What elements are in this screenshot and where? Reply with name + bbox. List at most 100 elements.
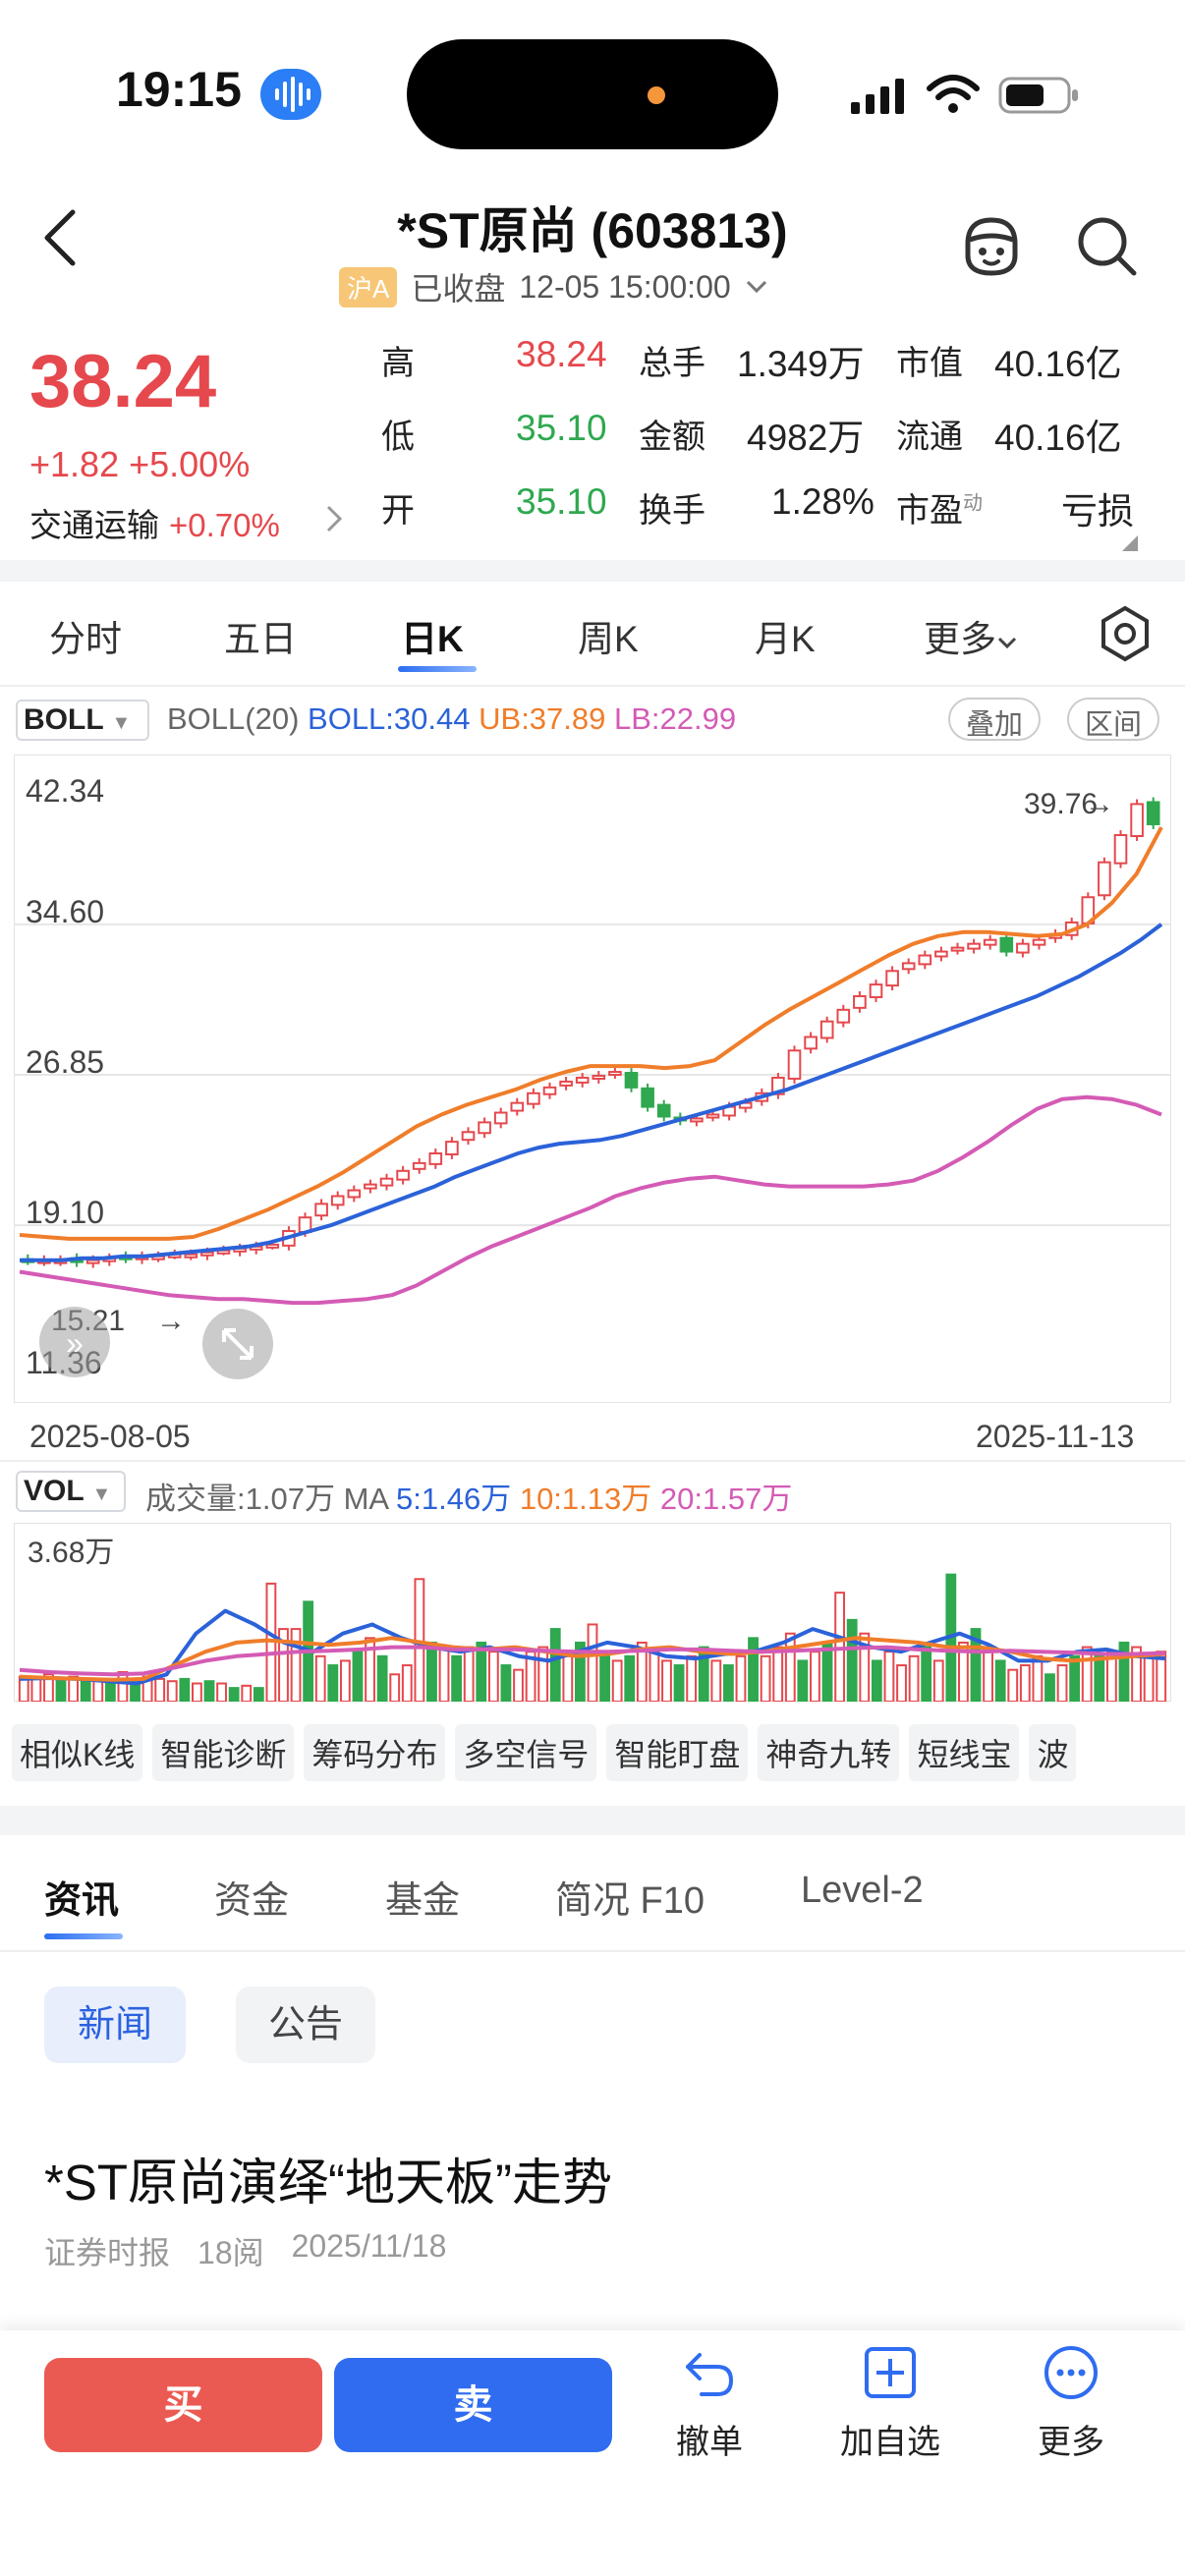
stat-label-open: 开 xyxy=(381,492,415,530)
candle-body xyxy=(184,1253,198,1259)
more-button[interactable]: 更多 xyxy=(992,2343,1150,2463)
volume-ma20-line xyxy=(19,1645,1166,1677)
candle-body xyxy=(200,1251,214,1257)
tab-weekly-k[interactable]: 周K xyxy=(578,619,639,659)
stat-value-low: 35.10 xyxy=(516,408,607,448)
subtab-news[interactable]: 新闻 xyxy=(44,1987,186,2063)
tool-smart-watch[interactable]: 智能盯盘 xyxy=(606,1724,749,1781)
tab-funds[interactable]: 资金 xyxy=(214,1880,290,1922)
buy-button[interactable]: 买 xyxy=(44,2358,322,2452)
subtab-announcement[interactable]: 公告 xyxy=(236,1987,375,2063)
wifi-icon xyxy=(926,73,981,121)
volume-ma10-line xyxy=(19,1636,1166,1682)
stat-label-high: 高 xyxy=(381,345,415,382)
volume-bar xyxy=(784,1632,796,1702)
tool-magic-nine[interactable]: 神奇九转 xyxy=(758,1724,900,1781)
add-watchlist-button[interactable]: 加自选 xyxy=(812,2343,969,2463)
tab-fund[interactable]: 基金 xyxy=(385,1880,461,1922)
volume-chart[interactable]: 3.68万 xyxy=(14,1523,1171,1702)
search-button[interactable] xyxy=(1075,214,1138,282)
ma10-value: 10:1.13万 xyxy=(519,1482,652,1516)
candle-body xyxy=(690,1117,704,1123)
candle-body xyxy=(314,1203,328,1217)
volume-bar xyxy=(314,1654,326,1702)
candle-body xyxy=(493,1111,508,1125)
change-percent: +5.00% xyxy=(129,444,251,484)
overlay-button[interactable]: 叠加 xyxy=(948,698,1042,741)
volume-bar xyxy=(673,1664,685,1702)
volume-bar xyxy=(43,1673,54,1702)
high-marker-label: 39.76 xyxy=(1024,788,1098,820)
collapse-overlay-button[interactable]: » xyxy=(39,1307,110,1377)
tab-intraday[interactable]: 分时 xyxy=(49,619,122,659)
volume-bar xyxy=(883,1651,895,1702)
section-divider xyxy=(0,560,1185,582)
candle-body xyxy=(330,1195,345,1206)
volume-bar xyxy=(537,1646,549,1702)
tab-f10[interactable]: 简况 F10 xyxy=(555,1880,705,1922)
volume-bar xyxy=(1069,1654,1081,1702)
assistant-button[interactable] xyxy=(958,214,1025,284)
candle-body xyxy=(804,1036,818,1050)
chart-settings-button[interactable] xyxy=(1096,604,1155,668)
sell-button[interactable]: 卖 xyxy=(334,2358,612,2452)
fullscreen-button[interactable] xyxy=(202,1309,273,1379)
volume-bar xyxy=(871,1659,882,1702)
tab-monthly-k[interactable]: 月K xyxy=(755,619,816,659)
tab-divider xyxy=(0,685,1185,687)
volume-bar xyxy=(365,1637,375,1702)
volume-bar xyxy=(1118,1641,1130,1702)
tab-level2[interactable]: Level-2 xyxy=(801,1870,924,1911)
candle-body xyxy=(901,962,916,971)
tab-five-day[interactable]: 五日 xyxy=(224,619,297,659)
volume-bar xyxy=(710,1659,722,1702)
tool-diagnosis[interactable]: 智能诊断 xyxy=(152,1724,295,1781)
tab-more[interactable]: 更多 xyxy=(924,609,1018,662)
tool-chip-distribution[interactable]: 筹码分布 xyxy=(304,1724,446,1781)
volume-bar xyxy=(1019,1664,1031,1702)
volume-bar xyxy=(1032,1654,1044,1702)
stat-label-pe: 市盈动 xyxy=(896,483,983,532)
candle-body xyxy=(592,1074,606,1080)
volume-bar xyxy=(352,1651,364,1702)
tool-similar-k[interactable]: 相似K线 xyxy=(12,1724,143,1781)
market-tag: 沪A xyxy=(339,266,398,308)
series-line-ub xyxy=(19,826,1163,1241)
volume-bar xyxy=(1131,1646,1142,1702)
candle-body xyxy=(705,1113,720,1119)
stat-label-amount: 金额 xyxy=(639,419,705,456)
indicator-selector[interactable]: BOLL ▼ xyxy=(16,700,149,741)
volume-bar xyxy=(562,1654,574,1702)
volume-bar xyxy=(389,1673,401,1702)
tab-daily-k[interactable]: 日K xyxy=(401,619,464,659)
volume-bar xyxy=(68,1675,80,1702)
volume-bar xyxy=(253,1687,264,1702)
range-button[interactable]: 区间 xyxy=(1067,698,1160,741)
news-source: 证券时报 xyxy=(44,2235,171,2270)
candle-body xyxy=(787,1049,802,1080)
stat-value-float: 40.16亿 xyxy=(994,418,1122,458)
market-status-line[interactable]: 沪A 已收盘 12-05 15:00:00 xyxy=(339,265,768,308)
last-price: 38.24 xyxy=(29,340,217,423)
cancel-order-button[interactable]: 撤单 xyxy=(631,2343,788,2463)
volume-indicator-selector[interactable]: VOL ▼ xyxy=(16,1471,126,1512)
news-date: 2025/11/18 xyxy=(291,2228,447,2264)
back-button[interactable] xyxy=(39,206,83,274)
tool-short-line[interactable]: 短线宝 xyxy=(909,1724,1020,1781)
change-amount: +1.82 xyxy=(29,444,120,484)
active-tab-indicator xyxy=(398,666,477,672)
volume-bar xyxy=(154,1677,166,1702)
volume-bar xyxy=(401,1664,413,1702)
section-divider xyxy=(0,1806,1185,1835)
volume-bar xyxy=(203,1680,215,1702)
svg-text:»: » xyxy=(66,1325,84,1361)
news-headline[interactable]: *ST原尚演绎“地天板”走势 xyxy=(44,2155,612,2211)
sector-link[interactable]: 交通运输 +0.70% xyxy=(29,499,280,546)
expand-corner-icon[interactable] xyxy=(1122,535,1138,551)
boll-bands xyxy=(19,826,1163,1306)
tool-wave[interactable]: 波 xyxy=(1029,1724,1077,1781)
tab-news-info[interactable]: 资讯 xyxy=(44,1880,120,1922)
tool-long-short-signal[interactable]: 多空信号 xyxy=(455,1724,597,1781)
volume-bar xyxy=(117,1670,129,1702)
